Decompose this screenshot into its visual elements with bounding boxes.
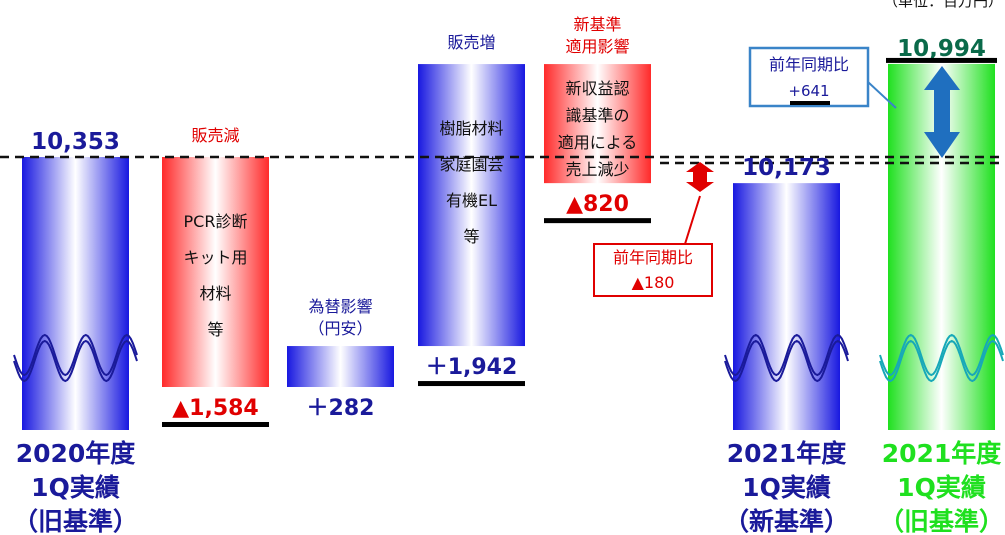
bar-sales_up: [418, 64, 525, 347]
data-label-sales_up: ＋1,942: [426, 355, 518, 380]
category-label-fy2021_old: 1Q実績: [897, 473, 986, 502]
bar-inner-sales_up: 有機EL: [446, 191, 497, 210]
data-label-fy2021_new: 10,173: [742, 155, 831, 181]
bar-new_std: [544, 64, 651, 184]
category-label-fy2020: （旧基準）: [13, 507, 138, 535]
category-label-fy2021_old: （旧基準）: [879, 507, 1004, 535]
bar-inner-new_std: 識基準の: [565, 106, 629, 125]
bar-fy2021_new: [733, 183, 840, 430]
bar-inner-new_std: 新収益認: [565, 79, 629, 98]
data-label-sales_down: ▲1,584: [172, 396, 259, 421]
bar-inner-sales_up: 家庭園芸: [439, 155, 503, 174]
yoy-callout-new: 前年同期比 ▲180: [593, 162, 714, 297]
data-label-underline-sales_down: [162, 421, 269, 427]
axis-break-wave-fy2020: [13, 333, 138, 377]
callout-box-blue: [748, 46, 870, 108]
axis-break-wave-fy2021_old: [879, 339, 1004, 383]
axis-break-wave-fy2021_new: [724, 333, 849, 377]
bar-inner-new_std: 適用による: [558, 133, 638, 152]
category-label-fy2021_old: 2021年度: [882, 439, 1002, 468]
labels-layer: 10,3532020年度1Q実績（旧基準）販売減PCR診断キット用材料等▲1,5…: [13, 15, 1004, 535]
bar-inner-sales_up: 樹脂材料: [439, 119, 503, 138]
callout-title-red: 前年同期比: [613, 248, 693, 267]
data-label-underline-fy2021_old: [886, 57, 997, 63]
yoy-arrow-red-icon: [686, 162, 714, 192]
category-label-fy2020: 2020年度: [16, 439, 136, 468]
callout-box-red: [593, 243, 713, 297]
callout-title-blue: 前年同期比: [769, 55, 849, 74]
callout-underline: [790, 101, 830, 105]
callout-value-blue: +641: [788, 82, 829, 100]
bar-inner-sales_down: 材料: [199, 284, 231, 303]
category-label-fy2021_new: 2021年度: [727, 439, 847, 468]
data-label-fx: ＋282: [307, 396, 375, 421]
bar-fy2020: [22, 157, 129, 430]
callout-leader-blue: [867, 81, 897, 109]
data-label-fy2020: 10,353: [31, 129, 120, 155]
bar-inner-sales_down: 等: [207, 320, 223, 339]
bar-header-fx-line: （円安）: [308, 319, 372, 338]
callout-value-red: ▲180: [632, 273, 675, 292]
yoy-callout-old: 前年同期比 +641: [748, 46, 960, 158]
axis-break-wave-fy2020: [13, 339, 138, 383]
bar-header-fx-line: 為替影響: [308, 297, 372, 316]
bar-header-sales_down: 販売減: [191, 126, 239, 145]
data-label-new_std: ▲820: [566, 192, 629, 217]
bar-fx: [287, 346, 394, 387]
bar-inner-sales_up: 等: [463, 227, 479, 246]
bar-inner-sales_down: キット用: [183, 248, 247, 267]
axis-break-wave-fy2021_new: [724, 339, 849, 383]
data-label-fy2021_old: 10,994: [897, 36, 986, 62]
category-label-fy2020: 1Q実績: [31, 473, 120, 502]
unit-label: （単位：百万円）: [883, 0, 1003, 10]
category-label-fy2021_new: （新基準）: [724, 507, 849, 535]
double-arrow-icon: [924, 66, 960, 158]
data-label-underline-sales_up: [418, 381, 525, 387]
axis-break-wave-fy2021_old: [879, 333, 1004, 377]
bar-header-sales_up: 販売増: [447, 33, 495, 52]
bars-layer: [13, 63, 1004, 431]
category-label-fy2021_new: 1Q実績: [742, 473, 831, 502]
bar-inner-new_std: 売上減少: [565, 160, 629, 179]
bar-header-new_std-line: 適用影響: [565, 37, 629, 56]
bar-header-new_std-line: 新基準: [573, 15, 621, 34]
callout-leader-red: [650, 195, 701, 245]
data-label-underline-new_std: [544, 218, 651, 224]
bar-sales_down: [162, 157, 269, 387]
bar-inner-sales_down: PCR診断: [184, 212, 248, 231]
